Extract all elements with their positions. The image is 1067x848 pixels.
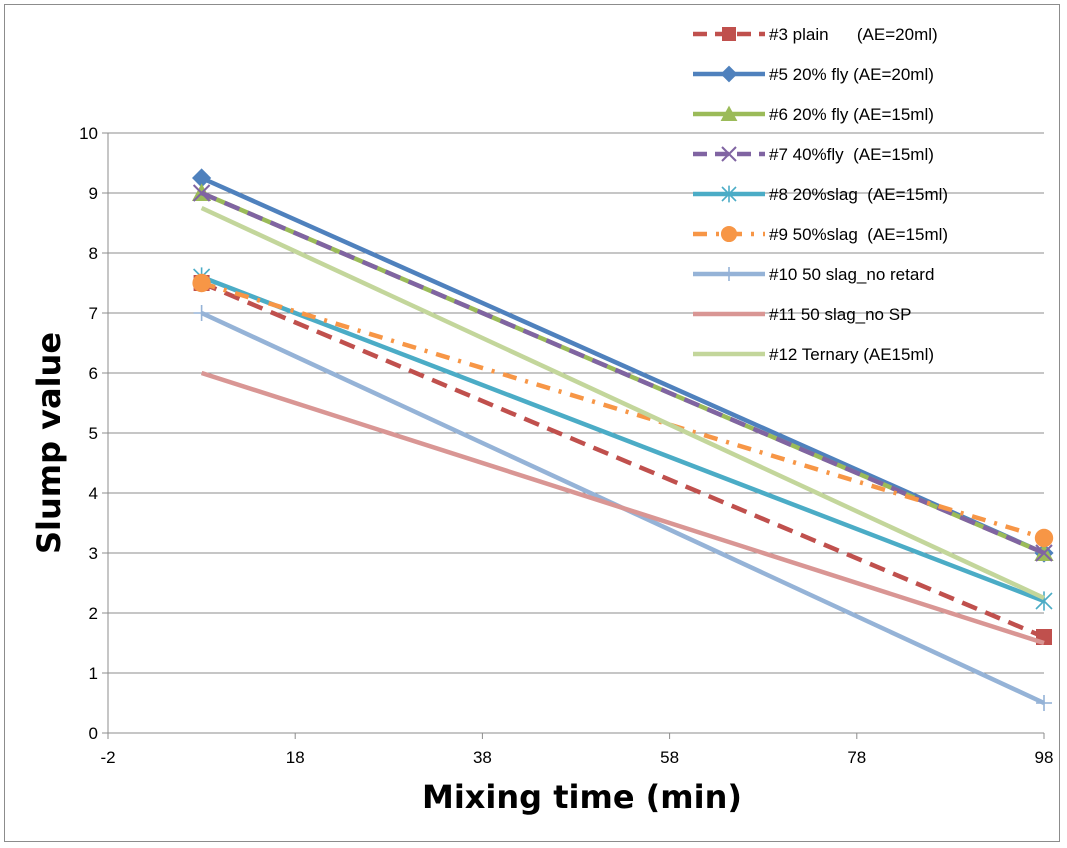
y-axis-title: Slump value <box>30 332 68 554</box>
legend-label: #11 50 slag_no SP <box>769 305 911 324</box>
y-tick-label: 3 <box>89 544 98 563</box>
y-tick-label: 7 <box>89 304 98 323</box>
x-tick-label: 18 <box>286 748 305 767</box>
data-point <box>192 184 211 202</box>
legend-label: #10 50 slag_no retard <box>769 265 934 284</box>
legend-item: #7 40%fly (AE=15ml) <box>693 145 934 164</box>
y-tick-label: 2 <box>89 604 98 623</box>
marker-stroke <box>192 184 211 202</box>
grid-lines <box>108 132 1044 674</box>
legend-marker <box>722 27 736 41</box>
y-tick-label: 0 <box>89 724 98 743</box>
legend-label: #9 50%slag (AE=15ml) <box>769 225 948 244</box>
legend-item: #9 50%slag (AE=15ml) <box>693 225 948 244</box>
series-line <box>200 280 1045 640</box>
data-point <box>1034 528 1054 548</box>
legend-marker <box>722 267 736 281</box>
y-tick-label: 4 <box>89 484 98 503</box>
legend-label: #8 20%slag (AE=15ml) <box>769 185 948 204</box>
series-line <box>200 190 1045 556</box>
series-7 <box>200 370 1045 646</box>
marker-stroke <box>1035 544 1053 562</box>
series-line <box>200 175 1045 556</box>
series-3 <box>192 184 1053 562</box>
legend-item: #11 50 slag_no SP <box>693 305 911 324</box>
y-tick-label: 8 <box>89 244 98 263</box>
series-5 <box>192 273 1054 548</box>
y-tick-label: 5 <box>89 424 98 443</box>
y-tick-label: 6 <box>89 364 98 383</box>
series-line <box>200 280 1045 541</box>
x-tick-label: 38 <box>473 748 492 767</box>
y-tick-label: 1 <box>89 664 98 683</box>
legend-label: #6 20% fly (AE=15ml) <box>769 105 934 124</box>
legend-label: #12 Ternary (AE15ml) <box>769 345 934 364</box>
legend-item: #3 plain (AE=20ml) <box>693 25 938 44</box>
series-0 <box>193 275 1052 645</box>
legend-marker <box>720 65 738 83</box>
legend-marker <box>721 146 737 162</box>
legend-label: #3 plain (AE=20ml) <box>769 25 938 44</box>
legend-label: #7 40%fly (AE=15ml) <box>769 145 934 164</box>
x-tick-label: 98 <box>1035 748 1054 767</box>
series-line <box>200 205 1045 601</box>
marker-stroke <box>721 146 737 162</box>
series-line <box>200 370 1045 646</box>
data-point <box>193 305 210 321</box>
series-group <box>192 168 1054 711</box>
legend-item: #12 Ternary (AE15ml) <box>693 345 934 364</box>
legend-marker <box>721 185 737 203</box>
data-point <box>192 273 211 293</box>
x-tick-label: -2 <box>100 748 115 767</box>
x-axis-title: Mixing time (min) <box>422 778 742 816</box>
data-point <box>1036 695 1052 711</box>
x-tick-label: 58 <box>660 748 679 767</box>
legend-item: #6 20% fly (AE=15ml) <box>693 105 934 124</box>
axes <box>102 132 1045 739</box>
y-tick-label: 9 <box>89 184 98 203</box>
data-point <box>192 168 212 188</box>
series-8 <box>200 205 1045 601</box>
x-tick-label: 78 <box>847 748 866 767</box>
legend-item: #10 50 slag_no retard <box>693 265 934 284</box>
legend-marker <box>720 225 738 243</box>
series-4 <box>193 267 1053 611</box>
y-tick-label: 10 <box>79 124 98 143</box>
legend-label: #5 20% fly (AE=20ml) <box>769 65 934 84</box>
legend-item: #5 20% fly (AE=20ml) <box>693 65 934 84</box>
legend-item: #8 20%slag (AE=15ml) <box>693 185 948 204</box>
series-line <box>200 274 1045 604</box>
data-point <box>1035 544 1053 562</box>
legend: #3 plain (AE=20ml) #5 20% fly (AE=20ml) #6… <box>693 25 948 364</box>
legend-marker <box>720 105 738 121</box>
